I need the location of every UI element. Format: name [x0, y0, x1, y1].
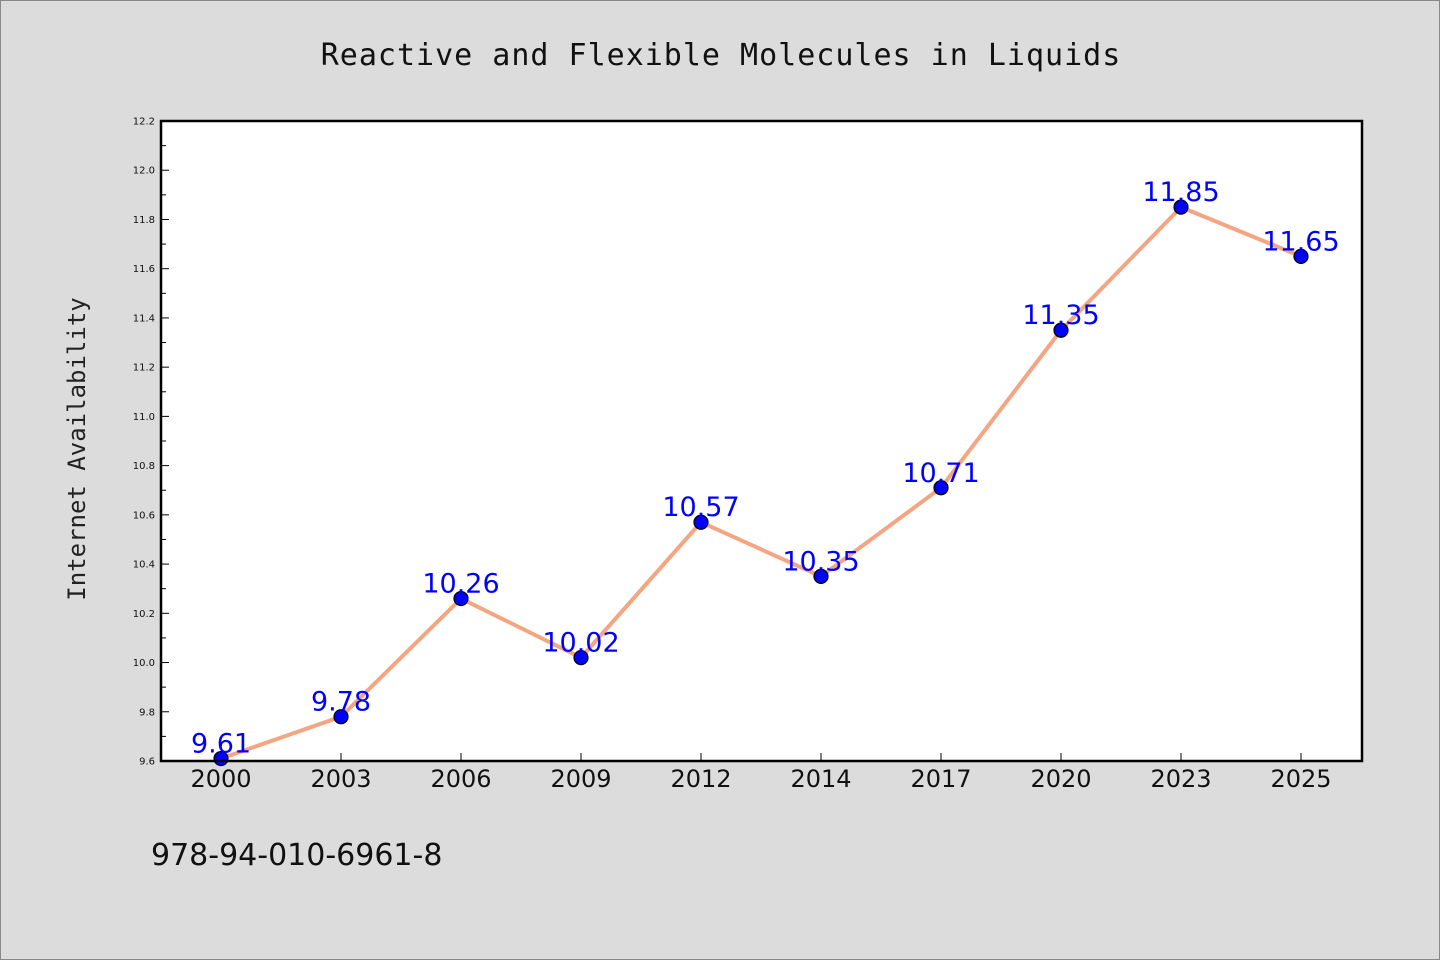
y-tick-label: 9.8	[139, 707, 155, 718]
y-tick-label: 12.0	[133, 166, 155, 177]
x-tick-label: 2000	[190, 765, 251, 793]
y-tick-label: 12.2	[133, 117, 155, 128]
series-line	[220, 205, 1302, 761]
isbn-text: 978-94-010-6961-8	[151, 838, 442, 873]
x-tick-label: 2025	[1270, 765, 1331, 793]
x-tick-label: 2020	[1030, 765, 1091, 793]
data-label: 10.71	[902, 458, 979, 489]
data-point	[1173, 199, 1189, 215]
y-tick-label: 10.0	[133, 658, 155, 669]
data-labels-group: 9.61 9.78 10.26 10.02 10.57 10.35 10.71 11.35 11…	[191, 177, 1340, 759]
data-label: 9.78	[311, 687, 371, 718]
data-label: 11.65	[1262, 226, 1339, 257]
y-tick-label: 11.0	[133, 412, 155, 423]
series-points-group	[213, 199, 1309, 767]
x-tick-label: 2014	[790, 765, 851, 793]
y-tick-label: 11.8	[133, 215, 155, 226]
plot-area	[161, 121, 1362, 761]
y-axis-label: Internet Availability	[63, 297, 91, 600]
x-tick-label: 2006	[430, 765, 491, 793]
plot-frame	[159, 119, 1364, 763]
data-point	[933, 480, 949, 496]
y-tick-label: 10.2	[133, 609, 155, 620]
data-label: 11.35	[1022, 300, 1099, 331]
x-tick-label: 2023	[1150, 765, 1211, 793]
y-tick-label: 10.6	[133, 510, 155, 521]
data-point	[813, 568, 829, 584]
y-tick-label: 10.8	[133, 461, 155, 472]
y-tick-label: 11.2	[133, 363, 155, 374]
y-tick-label: 9.6	[139, 757, 155, 768]
data-point	[573, 650, 589, 666]
data-point	[453, 590, 469, 607]
data-point	[1053, 322, 1069, 338]
data-label: 10.35	[782, 546, 859, 577]
y-tick-label: 11.4	[133, 313, 155, 324]
chart-title: Reactive and Flexible Molecules in Liqui…	[321, 38, 1122, 73]
data-label: 10.26	[422, 569, 499, 600]
data-label: 10.57	[662, 492, 739, 523]
y-axis: 9.6 9.8 10.0 10.2 10.4 10.6 10.8 11.0 11.2 11.4 11…	[133, 117, 169, 768]
series-line-group	[220, 205, 1302, 761]
data-label: 11.85	[1142, 177, 1219, 208]
data-label: 9.61	[191, 729, 251, 760]
data-point	[333, 709, 349, 725]
x-tick-label: 2009	[550, 765, 611, 793]
data-point	[1293, 248, 1309, 264]
x-axis: 2000 2003 2006 2009 2012 2014 2017 2020 2023 2025	[190, 753, 1332, 793]
x-tick-label: 2017	[910, 765, 971, 793]
y-tick-label: 11.6	[133, 264, 155, 275]
x-tick-label: 2012	[670, 765, 731, 793]
data-point	[693, 514, 709, 530]
x-tick-label: 2003	[310, 765, 371, 793]
data-label: 10.02	[542, 628, 619, 659]
y-tick-label: 10.4	[133, 560, 155, 571]
